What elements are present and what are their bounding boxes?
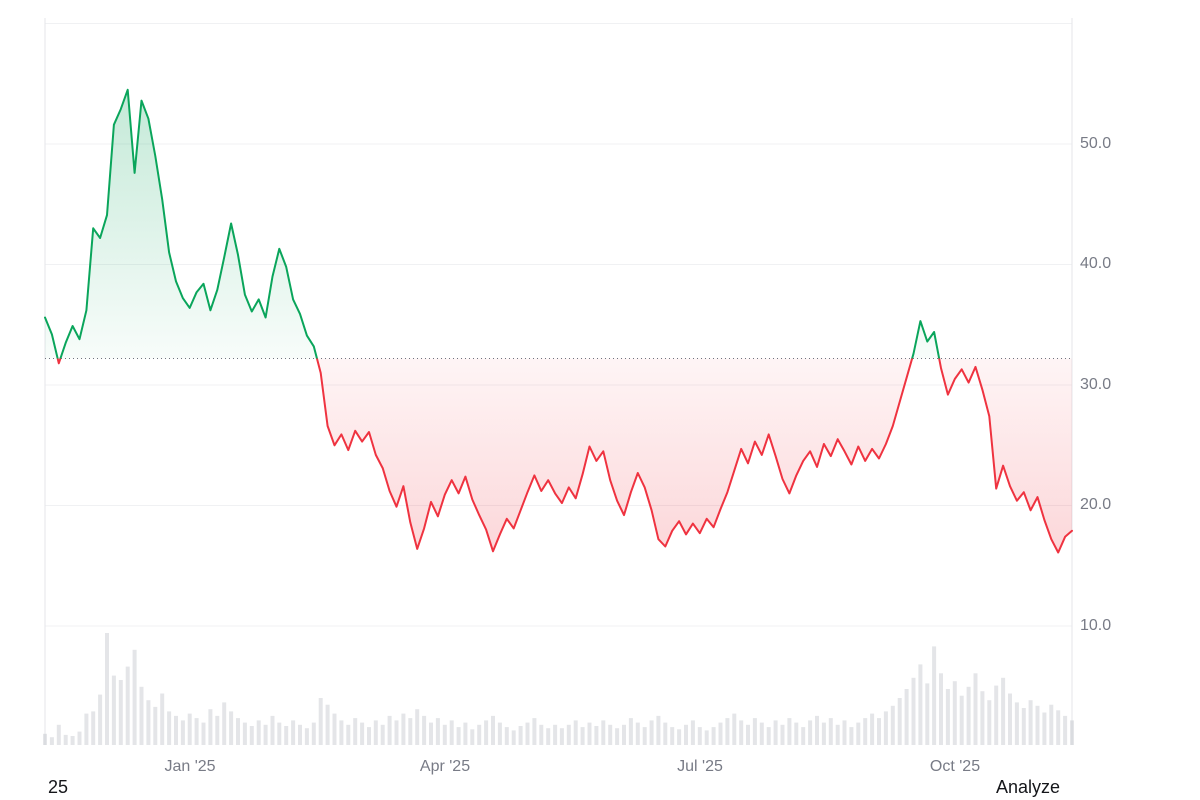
x-axis-label-apr: Apr '25 xyxy=(419,758,471,775)
x-axis-label-oct: Oct '25 xyxy=(929,758,981,775)
price-line-up xyxy=(44,88,941,359)
y-axis-label-20: 20.0 xyxy=(1080,496,1112,513)
x-axis-label-jan: Jan '25 xyxy=(164,758,216,775)
y-axis-label-40: 40.0 xyxy=(1080,255,1112,272)
area-fill-below-baseline xyxy=(45,358,1072,553)
area-fill-above-baseline xyxy=(45,89,940,359)
x-axis-label-jul: Jul '25 xyxy=(677,758,723,775)
y-axis-label-10: 10.0 xyxy=(1080,617,1112,634)
y-axis-label-50: 50.0 xyxy=(1080,135,1112,152)
volume-bars xyxy=(43,633,1074,745)
footer-partial-text: 25 xyxy=(48,777,69,797)
analyze-link[interactable]: Analyze xyxy=(995,777,1060,797)
price-line-down xyxy=(56,358,1073,554)
y-axis-label-30: 30.0 xyxy=(1080,376,1112,393)
